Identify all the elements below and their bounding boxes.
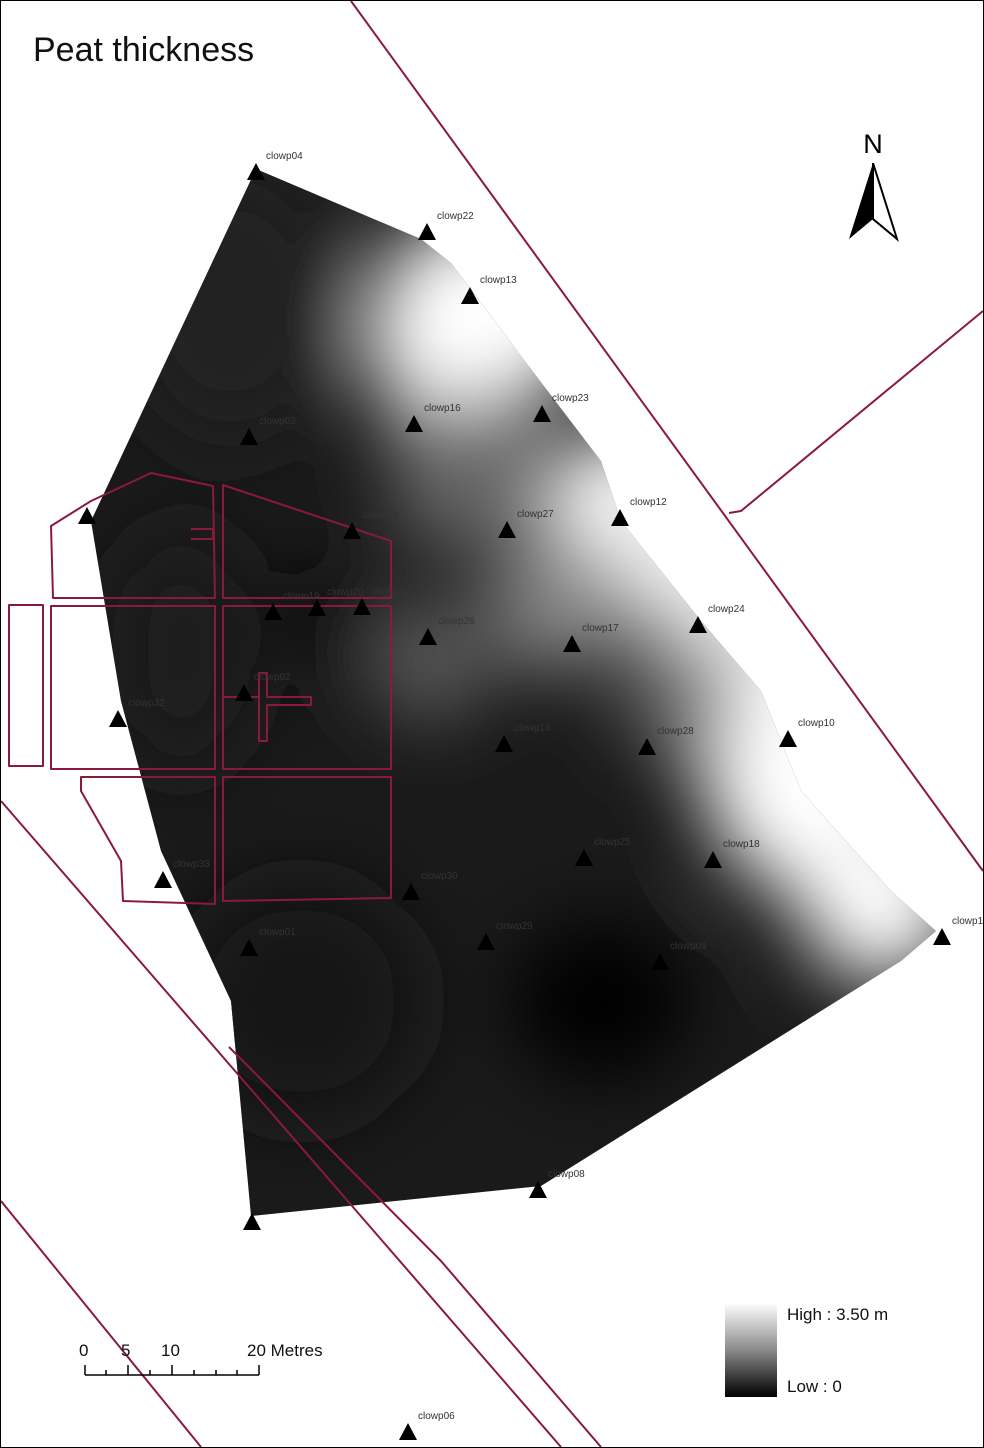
- boundary-line: [228, 1046, 602, 1447]
- map-title: Peat thickness: [33, 31, 255, 69]
- boundary-parcel: [80, 776, 216, 905]
- scale-label-0: 0: [79, 1341, 89, 1360]
- north-arrow: N: [843, 129, 903, 244]
- site-label-clowp25: clowp25: [594, 837, 631, 848]
- site-marker-clowp30: [402, 883, 420, 900]
- sampling-points: clowp04 clowp22 clowp13 clowp16 clowp23 clowp…: [78, 151, 983, 1440]
- site-label-clowp24: clowp24: [708, 604, 745, 615]
- scale-label-20: 20 Metres: [247, 1341, 323, 1360]
- site-label-clowp1: clowp1: [952, 916, 983, 927]
- site-marker-unlabeled-0: [78, 507, 96, 524]
- legend: High : 3.50 m Low : 0: [725, 1303, 925, 1397]
- boundary-line: [1, 800, 562, 1447]
- site-label-clowp09: clowp09: [670, 941, 707, 952]
- site-label-clowp32: clowp32: [128, 698, 165, 709]
- legend-low-label: Low : 0: [787, 1377, 842, 1396]
- boundary-line: [223, 672, 312, 742]
- site-label-clowp28: clowp28: [657, 726, 694, 737]
- site-marker-clowp02: [235, 684, 253, 701]
- boundary-line: [191, 528, 214, 540]
- site-marker-clowp08: [529, 1181, 547, 1198]
- site-marker-clowp33: [154, 871, 172, 888]
- site-marker-clowp13: [461, 287, 479, 304]
- site-label-clowp15: clowp15: [362, 510, 399, 521]
- site-marker-clowp27: [498, 521, 516, 538]
- site-marker-clowp29: [477, 933, 495, 950]
- site-marker-clowp32: [109, 710, 127, 727]
- site-marker-clowp09: [651, 953, 669, 970]
- site-label-clowp29: clowp29: [496, 921, 533, 932]
- legend-high-label: High : 3.50 m: [787, 1305, 889, 1324]
- site-label-clowp04: clowp04: [266, 151, 303, 162]
- site-label-clowp17: clowp17: [582, 623, 619, 634]
- site-label-clowp03: clowp03: [259, 416, 296, 427]
- boundary-parcel: [222, 776, 392, 902]
- site-marker-clowp24: [689, 616, 707, 633]
- site-label-clowp06: clowp06: [418, 1411, 455, 1422]
- site-marker-clowp26: [419, 628, 437, 645]
- site-label-clowp12: clowp12: [630, 497, 667, 508]
- boundary-line: [1, 1200, 202, 1447]
- site-marker-clowp28: [638, 738, 656, 755]
- site-label-clowp19: clowp19: [283, 591, 320, 602]
- boundary-parcel: [50, 605, 216, 770]
- north-letter: N: [863, 129, 883, 159]
- boundary-parcel: [222, 605, 392, 770]
- site-marker-clowp10: [779, 730, 797, 747]
- scale-label-5: 5: [121, 1341, 131, 1360]
- north-arrow-icon: [849, 163, 899, 242]
- boundary-parcel: [222, 484, 392, 599]
- site-marker-clowp14: [495, 735, 513, 752]
- site-label-clowp08: clowp08: [548, 1169, 585, 1180]
- site-label-clowp10: clowp10: [798, 718, 835, 729]
- boundary-line: [350, 1, 983, 872]
- site-marker-clowp17: [563, 635, 581, 652]
- site-marker-clowp03: [240, 428, 258, 445]
- boundary-parcel: [8, 604, 44, 767]
- site-label-clowp14: clowp14: [514, 723, 551, 734]
- site-label-clowp16: clowp16: [424, 403, 461, 414]
- site-marker-unlabeled-1: [243, 1213, 261, 1230]
- site-marker-clowp20: [308, 599, 326, 616]
- site-marker-clowp19: [264, 603, 282, 620]
- site-marker-clowp12: [611, 509, 629, 526]
- site-label-clowp18: clowp18: [723, 839, 760, 850]
- site-marker-clowp16: [405, 415, 423, 432]
- site-label-clowp26: clowp26: [438, 616, 475, 627]
- site-label-clowp20: clowp20: [327, 587, 364, 598]
- legend-color-ramp: [725, 1303, 777, 1397]
- site-label-clowp02: clowp02: [254, 672, 291, 683]
- site-label-clowp21: clowp21: [372, 586, 409, 597]
- boundary-parcel: [50, 472, 216, 599]
- site-marker-clowp21: [353, 598, 371, 615]
- scale-bar: 0 5 10 20 Metres: [71, 1341, 351, 1385]
- site-marker-clowp06: [399, 1423, 417, 1440]
- site-label-clowp22: clowp22: [437, 211, 474, 222]
- site-marker-clowp23: [533, 405, 551, 422]
- site-label-clowp13: clowp13: [480, 275, 517, 286]
- site-marker-clowp25: [575, 849, 593, 866]
- site-label-clowp27: clowp27: [517, 509, 554, 520]
- site-label-clowp30: clowp30: [421, 871, 458, 882]
- site-marker-clowp1: [933, 928, 951, 945]
- site-marker-clowp01: [240, 939, 258, 956]
- site-marker-clowp18: [704, 851, 722, 868]
- boundary-line: [728, 310, 983, 514]
- scale-bar-ruler: [84, 1365, 260, 1376]
- site-label-clowp01: clowp01: [259, 927, 296, 938]
- site-marker-clowp22: [418, 223, 436, 240]
- site-label-clowp23: clowp23: [552, 393, 589, 404]
- site-marker-clowp04: [247, 163, 265, 180]
- site-marker-clowp15: [343, 522, 361, 539]
- site-label-clowp33: clowp33: [173, 859, 210, 870]
- scale-label-10: 10: [161, 1341, 180, 1360]
